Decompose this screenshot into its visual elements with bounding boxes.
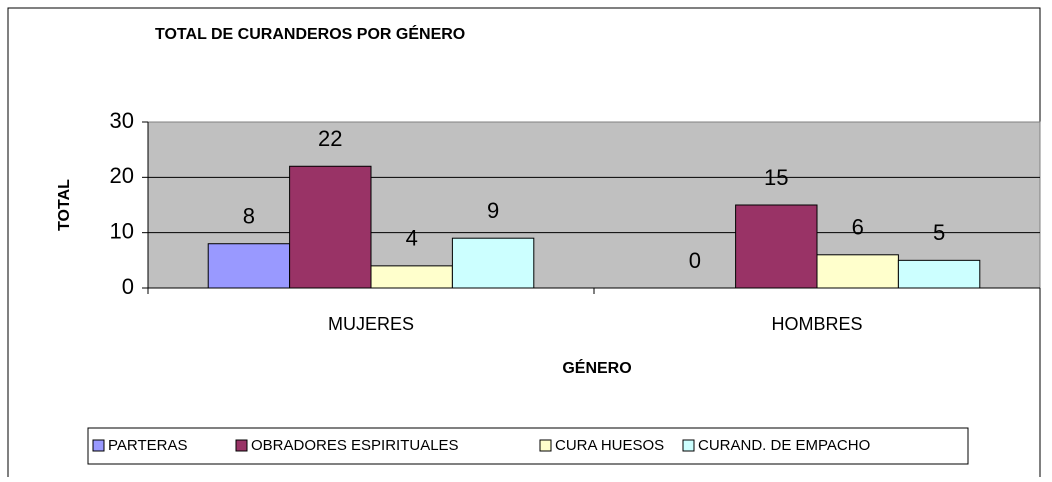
y-tick-label: 20	[110, 163, 134, 188]
legend-label: PARTERAS	[108, 437, 187, 454]
data-label: 5	[933, 220, 945, 245]
x-tick-label: MUJERES	[328, 314, 414, 334]
bar	[370, 265, 453, 289]
bar	[451, 237, 535, 289]
legend-label: CURAND. DE EMPACHO	[698, 437, 870, 454]
bar	[897, 259, 981, 289]
x-tick-label: HOMBRES	[771, 314, 862, 334]
legend-swatch	[539, 439, 552, 452]
legend-label: OBRADORES ESPIRITUALES	[251, 437, 459, 454]
bar	[735, 204, 818, 289]
data-label: 9	[487, 198, 499, 223]
y-tick-label: 10	[110, 218, 134, 243]
data-label: 15	[764, 165, 788, 190]
data-label: 22	[318, 126, 342, 151]
bar	[816, 254, 899, 289]
legend-label: CURA HUESOS	[555, 437, 664, 454]
x-axis-label: GÉNERO	[562, 358, 631, 377]
data-label: 4	[406, 226, 418, 251]
data-label: 8	[243, 204, 255, 229]
y-axis-label: TOTAL	[56, 179, 73, 231]
data-label: 0	[689, 248, 701, 273]
bar	[289, 165, 372, 289]
y-tick-label: 30	[110, 108, 134, 133]
legend	[87, 427, 969, 465]
legend-swatch	[235, 439, 248, 452]
chart-title: TOTAL DE CURANDEROS POR GÉNERO	[155, 24, 465, 43]
bar	[207, 243, 291, 289]
data-label: 6	[852, 215, 864, 240]
legend-swatch	[92, 439, 105, 452]
y-tick-label: 0	[122, 274, 134, 299]
legend-swatch	[682, 439, 695, 452]
